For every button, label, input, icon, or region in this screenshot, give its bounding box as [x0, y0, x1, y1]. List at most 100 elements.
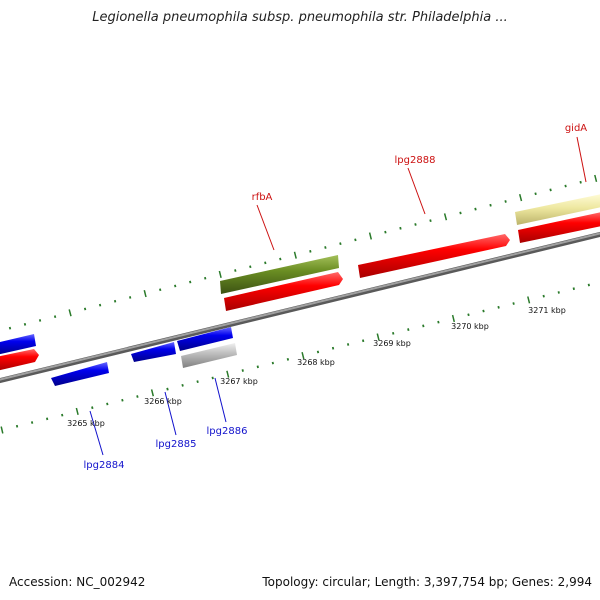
scale-tick-minor [482, 309, 485, 313]
scale-labels: 3265 kbp 3266 kbp 3267 kbp 3268 kbp 3269… [67, 306, 566, 428]
forward-tick-minor [189, 280, 192, 284]
gene-grey[interactable] [181, 343, 237, 368]
gene-label-lpg2886: lpg2886 [207, 426, 248, 437]
gene-label-lpg2885: lpg2885 [156, 439, 197, 450]
forward-tick-minor [279, 257, 282, 261]
scale-tick-minor [286, 357, 290, 361]
scale-tick-major [0, 426, 4, 434]
gene-red-left[interactable] [0, 349, 39, 371]
forward-tick-minor [129, 296, 132, 299]
forward-tick-major [68, 309, 72, 317]
topology-summary-text: Topology: circular; Length: 3,397,754 bp… [262, 575, 592, 589]
gene-label-lpg2888: lpg2888 [395, 155, 436, 166]
scale-label-3268: 3268 kbp [297, 358, 335, 367]
gene-red-2[interactable] [518, 212, 600, 243]
forward-tick-minor [579, 180, 582, 184]
forward-tick-minor [324, 246, 327, 249]
forward-tick-minor [354, 238, 357, 242]
forward-tick-minor [549, 188, 552, 192]
scale-tick-minor [497, 305, 500, 309]
gene-lpg2885[interactable] [131, 342, 176, 362]
forward-tick-minor [459, 211, 462, 215]
scale-tick-minor [422, 324, 425, 328]
forward-tick-minor [384, 230, 387, 234]
scale-tick-major [226, 370, 230, 378]
forward-tick-minor [23, 322, 27, 326]
scale-tick-minor [121, 398, 124, 402]
scale-tick-minor [241, 369, 244, 372]
forward-tick-minor [204, 276, 207, 280]
scale-tick-major [150, 389, 155, 397]
forward-tick-minor [174, 284, 177, 288]
scale-tick-minor [587, 283, 590, 287]
scale-label-3270: 3270 kbp [451, 322, 489, 331]
scale-tick-major [376, 333, 380, 341]
forward-tick-minor [113, 299, 117, 303]
gene-label-gidA: gidA [565, 123, 587, 134]
forward-tick-minor [98, 303, 102, 307]
scale-tick-minor [181, 383, 184, 387]
forward-tick-row [8, 174, 598, 330]
gene-lpg2884[interactable] [51, 362, 109, 386]
forward-tick-minor [264, 261, 267, 265]
forward-tick-minor [474, 207, 477, 211]
scale-tick-minor [512, 302, 515, 305]
scale-tick-minor [30, 421, 34, 424]
gene-blue-left[interactable] [0, 334, 36, 355]
label-leader-lines [89, 136, 587, 456]
forward-tick-minor [504, 200, 507, 203]
scale-tick-major [527, 296, 531, 304]
gene-label-lpg2884: lpg2884 [84, 460, 125, 471]
scale-tick-minor [46, 417, 49, 421]
forward-tick-minor [339, 242, 342, 246]
scale-tick-minor [437, 320, 440, 324]
scale-tick-minor [106, 402, 109, 406]
gene-gidA-khaki[interactable] [515, 194, 600, 225]
scale-tick-minor [61, 413, 64, 417]
scale-label-3267: 3267 kbp [220, 377, 258, 386]
reverse-gene-labels: lpg2884 lpg2885 lpg2886 [84, 426, 248, 471]
scale-tick-minor [166, 387, 169, 391]
forward-tick-major [143, 290, 147, 298]
gene-lpg2888[interactable] [358, 234, 510, 278]
forward-tick-minor [53, 315, 57, 319]
scale-tick-minor [211, 376, 214, 380]
scale-tick-minor [346, 343, 350, 346]
forward-tick-minor [38, 319, 42, 322]
scale-tick-minor [467, 313, 470, 317]
forward-tick-minor [414, 223, 417, 226]
forward-tick-minor [399, 226, 402, 230]
scale-tick-minor [331, 346, 335, 350]
scale-tick-minor [542, 294, 545, 298]
scale-tick-minor [91, 406, 94, 410]
gene-lpg2886[interactable] [177, 327, 233, 351]
scale-tick-minor [15, 424, 19, 428]
gene-red-1[interactable] [224, 272, 343, 311]
backbone-line [0, 231, 600, 384]
scale-tick-row [0, 283, 590, 434]
forward-gene-labels: rfbA lpg2888 gidA [252, 123, 588, 203]
forward-tick-minor [83, 307, 87, 311]
forward-tick-major [218, 270, 222, 278]
accession-text: Accession: NC_002942 [9, 575, 146, 589]
gene-rfbA-olive[interactable] [220, 255, 339, 294]
scale-tick-minor [407, 328, 410, 332]
forward-tick-minor [309, 250, 312, 253]
scale-tick-minor [256, 365, 259, 369]
forward-tick-major [518, 194, 523, 202]
forward-tick-minor [234, 269, 237, 272]
forward-tick-minor [534, 192, 537, 196]
scale-label-3266: 3266 kbp [144, 397, 182, 406]
gene-label-rfbA: rfbA [252, 192, 273, 203]
forward-tick-minor [249, 265, 252, 269]
scale-tick-major [451, 314, 456, 323]
forward-tick-minor [489, 203, 492, 207]
scale-tick-minor [136, 395, 139, 398]
scale-tick-minor [557, 291, 560, 294]
scale-label-3271: 3271 kbp [528, 306, 566, 315]
scale-tick-major [75, 407, 79, 415]
scale-tick-minor [316, 350, 320, 354]
map-title: Legionella pneumophila subsp. pneumophil… [92, 10, 508, 25]
scale-tick-minor [572, 287, 575, 291]
